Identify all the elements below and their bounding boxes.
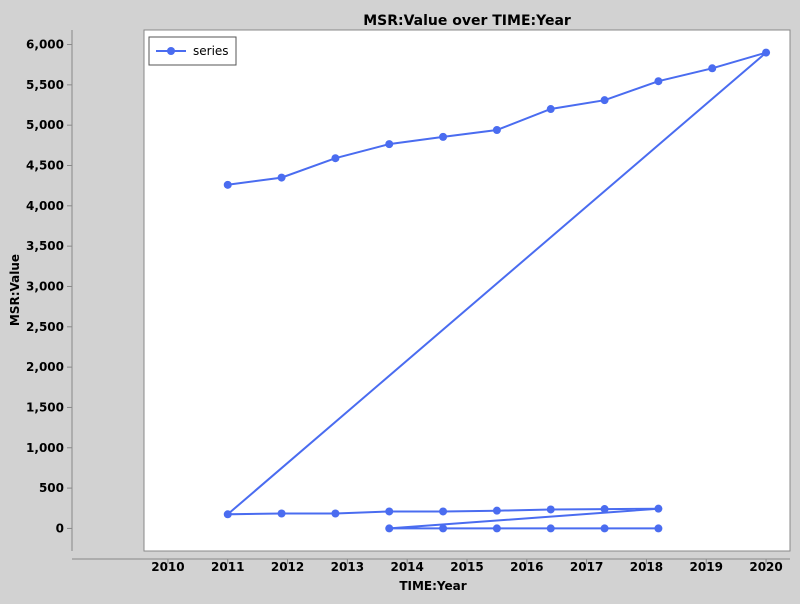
x-tick-label: 2016 bbox=[510, 560, 543, 574]
data-point bbox=[439, 132, 448, 141]
legend: series bbox=[148, 36, 237, 66]
x-axis-label: TIME:Year bbox=[399, 579, 466, 593]
x-tick-label: 2012 bbox=[271, 560, 304, 574]
data-point bbox=[546, 105, 555, 114]
x-tick-label: 2015 bbox=[450, 560, 483, 574]
data-point bbox=[654, 524, 663, 533]
y-tick-label: 1,000 bbox=[26, 441, 64, 455]
x-tick-label: 2011 bbox=[211, 560, 244, 574]
y-tick-label: 2,000 bbox=[26, 360, 64, 374]
y-tick-label: 4,500 bbox=[26, 158, 64, 172]
data-point bbox=[277, 509, 286, 518]
legend-series-label: series bbox=[193, 44, 229, 58]
series-line bbox=[224, 51, 767, 530]
chart-title: MSR:Value over TIME:Year bbox=[363, 13, 571, 29]
data-point bbox=[492, 524, 501, 533]
x-tick-label: 2013 bbox=[331, 560, 364, 574]
data-point bbox=[223, 180, 232, 189]
data-point bbox=[385, 524, 394, 533]
y-tick-label: 5,500 bbox=[26, 78, 64, 92]
y-tick-label: 3,500 bbox=[26, 239, 64, 253]
plot-area bbox=[143, 29, 791, 552]
data-point bbox=[600, 505, 609, 514]
data-point bbox=[546, 505, 555, 514]
y-tick-label: 3,000 bbox=[26, 279, 64, 293]
x-tick-label: 2017 bbox=[570, 560, 603, 574]
x-tick-label: 2020 bbox=[749, 560, 782, 574]
x-tick-label: 2018 bbox=[630, 560, 663, 574]
data-point bbox=[385, 507, 394, 516]
y-tick-label: 2,500 bbox=[26, 320, 64, 334]
data-point bbox=[331, 154, 340, 163]
y-tick-label: 5,000 bbox=[26, 118, 64, 132]
x-tick-label: 2019 bbox=[690, 560, 723, 574]
data-point bbox=[439, 524, 448, 533]
data-point bbox=[385, 140, 394, 149]
data-point bbox=[223, 510, 232, 519]
y-tick-label: 0 bbox=[56, 521, 64, 535]
data-point bbox=[439, 507, 448, 516]
x-tick-label: 2010 bbox=[151, 560, 184, 574]
data-point bbox=[546, 524, 555, 533]
data-point bbox=[708, 64, 717, 73]
data-point bbox=[762, 48, 771, 57]
legend-series-marker bbox=[167, 47, 175, 55]
data-point bbox=[600, 96, 609, 105]
x-tick-label: 2014 bbox=[390, 560, 423, 574]
data-point bbox=[600, 524, 609, 533]
data-point bbox=[492, 506, 501, 515]
y-tick-label: 500 bbox=[39, 481, 64, 495]
y-tick-label: 6,000 bbox=[26, 38, 64, 52]
series-layer bbox=[223, 48, 771, 533]
data-point bbox=[277, 173, 286, 182]
data-point bbox=[654, 504, 663, 513]
y-axis-ticks: 0 500 1,000 1,500 2,000 2,500 3,000 3,500 4,000 4… bbox=[26, 38, 72, 535]
y-tick-label: 1,500 bbox=[26, 400, 64, 414]
data-point bbox=[654, 77, 663, 86]
x-axis-ticks: 2010 2011 2012 2013 2014 2015 2016 2017 2018 2019… bbox=[151, 559, 783, 574]
data-point bbox=[492, 126, 501, 135]
y-tick-label: 4,000 bbox=[26, 199, 64, 213]
y-axis-label: MSR:Value bbox=[8, 254, 22, 326]
data-point bbox=[331, 509, 340, 518]
